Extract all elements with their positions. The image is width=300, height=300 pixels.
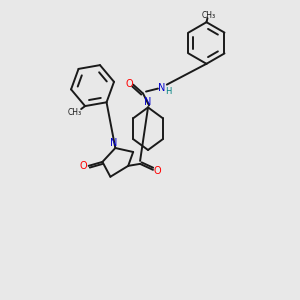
Text: O: O — [153, 166, 161, 176]
Text: H: H — [165, 87, 171, 96]
Text: N: N — [110, 138, 117, 148]
Text: CH₃: CH₃ — [201, 11, 215, 20]
Text: O: O — [125, 79, 133, 88]
Text: CH₃: CH₃ — [68, 107, 82, 116]
Text: N: N — [144, 98, 152, 107]
Text: N: N — [158, 82, 166, 93]
Text: O: O — [80, 161, 87, 171]
